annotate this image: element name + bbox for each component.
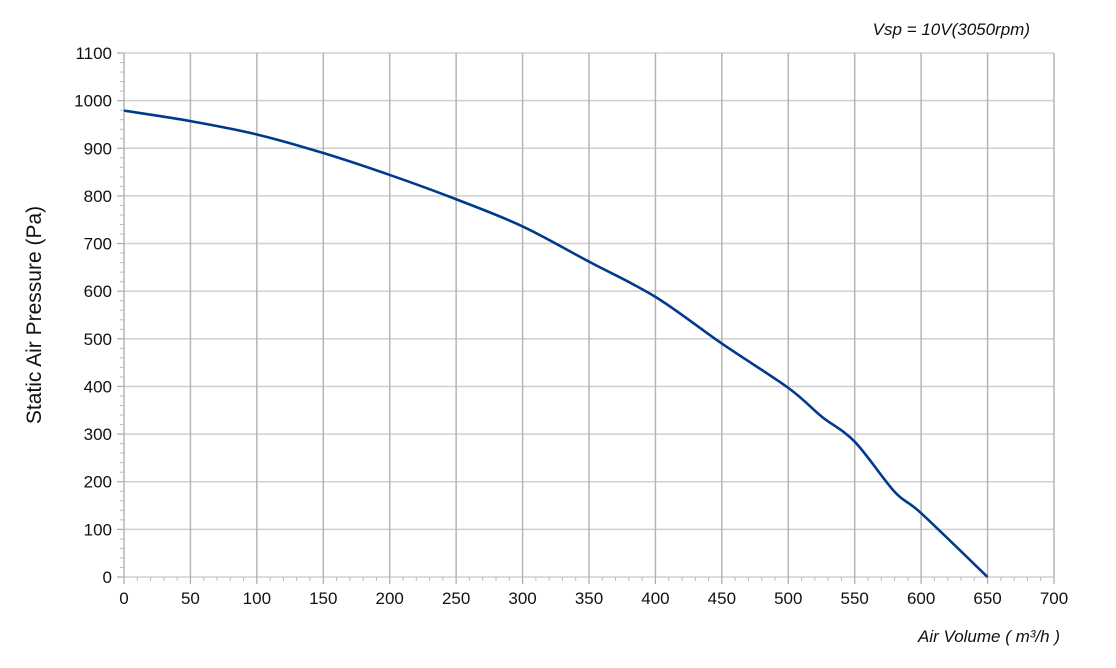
axis-ticks <box>117 52 1055 584</box>
y-tick-label: 400 <box>84 377 112 396</box>
x-tick-label: 0 <box>119 589 128 608</box>
series-line <box>123 109 989 578</box>
x-tick-label: 300 <box>508 589 536 608</box>
y-tick-label: 600 <box>84 282 112 301</box>
x-tick-label: 250 <box>442 589 470 608</box>
y-tick-label: 300 <box>84 425 112 444</box>
y-tick-label: 1100 <box>75 44 112 63</box>
x-tick-label: 350 <box>575 589 603 608</box>
x-tick-label: 150 <box>309 589 337 608</box>
x-tick-label: 550 <box>841 589 869 608</box>
x-tick-label: 200 <box>376 589 404 608</box>
x-tick-label: 650 <box>973 589 1001 608</box>
y-tick-label: 200 <box>84 473 112 492</box>
x-tick-labels: 0 50 100 150 200 250 300 350 400 450 500 550 600 650 7… <box>119 589 1068 608</box>
y-tick-labels: 0 100 200 300 400 500 600 700 800 900 1000 1100 <box>74 44 112 587</box>
y-tick-label: 800 <box>84 187 112 206</box>
grid <box>123 52 1055 578</box>
x-tick-label: 450 <box>708 589 736 608</box>
x-tick-label: 100 <box>243 589 271 608</box>
x-axis-label: Air Volume ( m³/h ) <box>917 627 1060 646</box>
y-tick-label: 0 <box>103 568 112 587</box>
y-tick-label: 1000 <box>74 92 112 111</box>
x-tick-label: 400 <box>641 589 669 608</box>
x-tick-label: 700 <box>1040 589 1068 608</box>
y-axis-label: Static Air Pressure (Pa) <box>23 206 46 424</box>
y-tick-label: 900 <box>84 139 112 158</box>
y-tick-label: 700 <box>84 235 112 254</box>
y-tick-label: 100 <box>84 520 112 539</box>
x-tick-label: 600 <box>907 589 935 608</box>
y-tick-label: 500 <box>84 330 112 349</box>
chart-title: Vsp = 10V(3050rpm) <box>873 20 1030 39</box>
x-tick-label: 500 <box>774 589 802 608</box>
x-tick-label: 50 <box>181 589 200 608</box>
